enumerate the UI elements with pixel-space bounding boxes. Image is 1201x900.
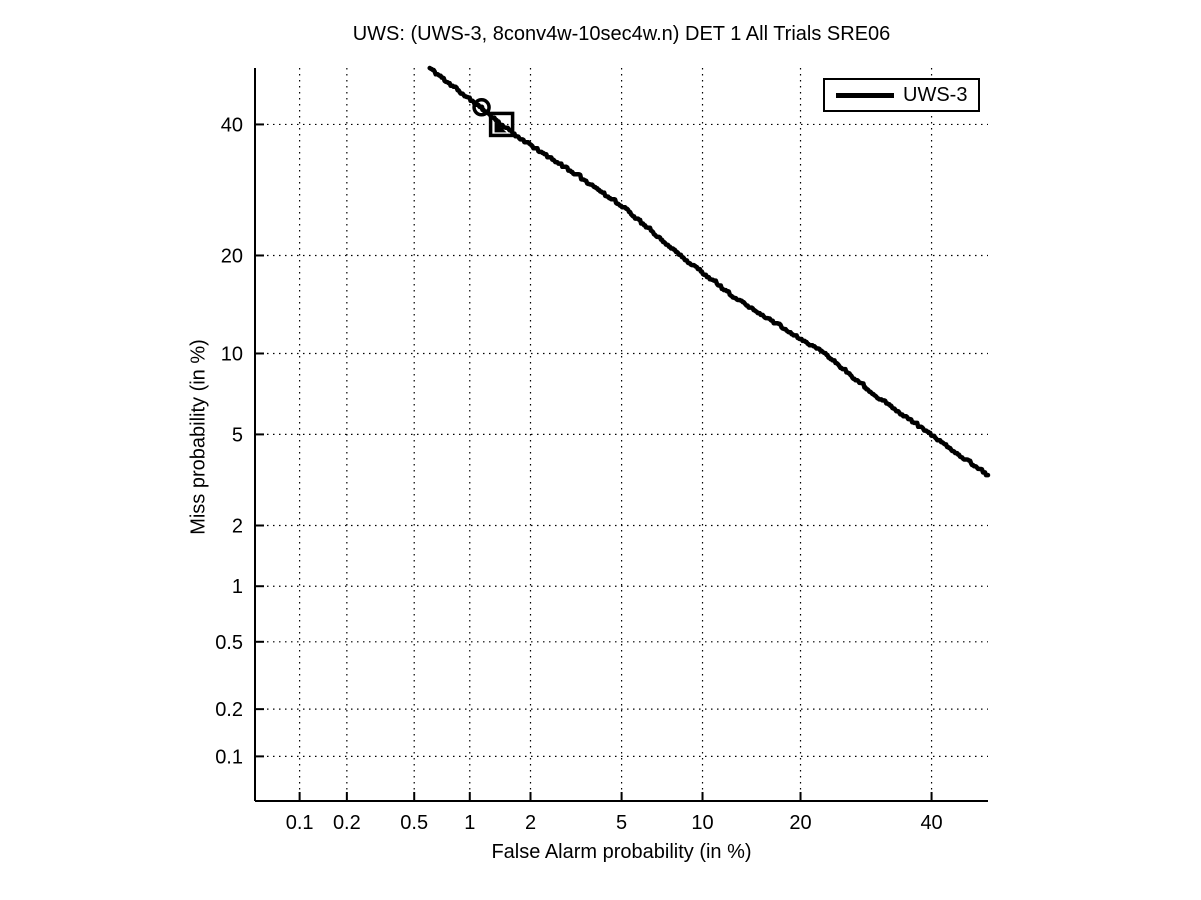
y-tick-label: 0.2	[215, 699, 243, 721]
x-tick-label: 1	[464, 812, 475, 834]
legend-entry-label: UWS-3	[903, 83, 968, 106]
y-tick-label: 40	[221, 114, 243, 136]
y-tick-label: 10	[221, 343, 243, 365]
y-tick-label: 20	[221, 245, 243, 267]
min-dcf-square-marker	[488, 111, 515, 138]
x-tick-label: 5	[616, 812, 627, 834]
x-tick-label: 10	[691, 812, 713, 834]
dcf-circle-marker	[472, 98, 491, 117]
x-tick-label: 20	[789, 812, 811, 834]
x-tick-label: 40	[920, 812, 942, 834]
x-tick-label: 2	[525, 812, 536, 834]
det-curve	[427, 65, 991, 478]
y-tick-label: 1	[232, 576, 243, 598]
min-dcf-triangle-marker	[494, 121, 507, 133]
y-tick-label: 0.5	[215, 632, 243, 654]
x-tick-label: 0.1	[286, 812, 314, 834]
x-axis-label: False Alarm probability (in %)	[491, 841, 752, 863]
x-tick-label: 0.5	[400, 812, 428, 834]
dcf-circle-marker-dot	[478, 104, 485, 111]
x-tick-label: 0.2	[333, 812, 361, 834]
y-tick-label: 0.1	[215, 746, 243, 768]
legend-line-sample	[836, 92, 894, 98]
legend-box: UWS-3	[823, 78, 980, 112]
chart-title: UWS: (UWS-3, 8conv4w-10sec4w.n) DET 1 Al…	[352, 23, 891, 45]
y-tick-label: 5	[232, 424, 243, 446]
y-tick-label: 2	[232, 515, 243, 537]
